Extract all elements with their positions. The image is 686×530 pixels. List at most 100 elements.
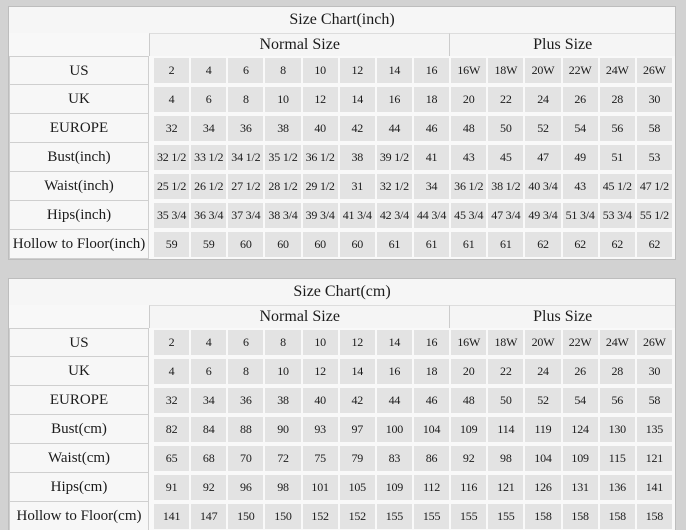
size-value-cell: 30 bbox=[636, 359, 672, 384]
row-label: Hollow to Floor(cm) bbox=[9, 502, 149, 530]
size-value-cell: 79 bbox=[339, 446, 375, 471]
size-value-cell: 112 bbox=[413, 475, 450, 500]
size-value-cell: 10 bbox=[302, 58, 338, 83]
size-value-cell: 135 bbox=[636, 417, 672, 442]
size-value-cell: 4 bbox=[191, 330, 227, 355]
size-value-cell: 42 bbox=[339, 388, 375, 413]
size-value-cell: 62 bbox=[599, 232, 635, 257]
size-value-cell: 59 bbox=[154, 232, 190, 257]
size-value-cell: 93 bbox=[302, 417, 338, 442]
size-value-cell: 136 bbox=[599, 475, 635, 500]
size-value-cell: 18W bbox=[488, 58, 524, 83]
size-value-cell: 45 3/4 bbox=[451, 203, 487, 228]
size-value-cell: 44 3/4 bbox=[413, 203, 450, 228]
size-value-cell: 36 bbox=[228, 116, 264, 141]
size-value-cell: 34 bbox=[191, 116, 227, 141]
size-value-cell: 22W bbox=[562, 330, 598, 355]
size-value-cell: 98 bbox=[488, 446, 524, 471]
size-value-cell: 84 bbox=[191, 417, 227, 442]
size-value-cell: 35 1/2 bbox=[265, 145, 301, 170]
size-value-cell: 8 bbox=[265, 330, 301, 355]
size-value-cell: 33 1/2 bbox=[191, 145, 227, 170]
size-value-cell: 119 bbox=[525, 417, 561, 442]
size-value-cell: 27 1/2 bbox=[228, 174, 264, 199]
size-value-cell: 104 bbox=[413, 417, 450, 442]
size-value-cell: 6 bbox=[228, 330, 264, 355]
row-label: EUROPE bbox=[9, 386, 149, 415]
size-value-cell: 121 bbox=[636, 446, 672, 471]
size-value-cell: 14 bbox=[376, 330, 412, 355]
row-label: Bust(cm) bbox=[9, 415, 149, 444]
size-value-cell: 32 1/2 bbox=[376, 174, 412, 199]
row-label: UK bbox=[9, 85, 149, 114]
table-row-hips: Hips(inch) 35 3/4 36 3/4 37 3/4 38 3/4 39 3/… bbox=[9, 201, 675, 230]
row-values: 32 34 36 38 40 42 44 46 48 50 52 54 56 58 bbox=[149, 386, 675, 415]
size-value-cell: 18W bbox=[488, 330, 524, 355]
size-value-cell: 42 3/4 bbox=[376, 203, 412, 228]
size-value-cell: 12 bbox=[302, 359, 338, 384]
size-value-cell: 36 bbox=[228, 388, 264, 413]
size-value-cell: 58 bbox=[636, 116, 672, 141]
size-value-cell: 60 bbox=[228, 232, 264, 257]
row-values: 25 1/2 26 1/2 27 1/2 28 1/2 29 1/2 31 32 1/2 34… bbox=[149, 172, 675, 201]
size-value-cell: 68 bbox=[191, 446, 227, 471]
size-value-cell: 24 bbox=[525, 359, 561, 384]
size-value-cell: 105 bbox=[339, 475, 375, 500]
size-value-cell: 141 bbox=[154, 504, 190, 529]
size-value-cell: 2 bbox=[154, 330, 190, 355]
size-value-cell: 16W bbox=[451, 58, 487, 83]
size-value-cell: 18 bbox=[413, 87, 450, 112]
size-value-cell: 150 bbox=[228, 504, 264, 529]
group-header-row: Normal Size Plus Size bbox=[9, 33, 675, 56]
size-value-cell: 4 bbox=[154, 359, 190, 384]
size-value-cell: 6 bbox=[191, 359, 227, 384]
row-label: Bust(inch) bbox=[9, 143, 149, 172]
size-value-cell: 10 bbox=[265, 87, 301, 112]
size-value-cell: 61 bbox=[413, 232, 450, 257]
table-row-europe: EUROPE 32 34 36 38 40 42 44 46 48 50 52 54 56 58 bbox=[9, 386, 675, 415]
row-label: Hollow to Floor(inch) bbox=[9, 230, 149, 259]
size-value-cell: 101 bbox=[302, 475, 338, 500]
size-value-cell: 96 bbox=[228, 475, 264, 500]
size-value-cell: 20 bbox=[451, 87, 487, 112]
size-value-cell: 56 bbox=[599, 116, 635, 141]
size-value-cell: 48 bbox=[451, 388, 487, 413]
size-value-cell: 83 bbox=[376, 446, 412, 471]
size-value-cell: 49 3/4 bbox=[525, 203, 561, 228]
size-value-cell: 34 bbox=[191, 388, 227, 413]
size-value-cell: 51 bbox=[599, 145, 635, 170]
size-value-cell: 42 bbox=[339, 116, 375, 141]
size-value-cell: 24W bbox=[599, 330, 635, 355]
table-row-hollow-to-floor: Hollow to Floor(inch) 59 59 60 60 60 60 61 61 61… bbox=[9, 230, 675, 259]
size-value-cell: 28 bbox=[599, 87, 635, 112]
row-label: US bbox=[9, 328, 149, 357]
row-values: 4 6 8 10 12 14 16 18 20 22 24 26 28 30 bbox=[149, 85, 675, 114]
row-values: 4 6 8 10 12 14 16 18 20 22 24 26 28 30 bbox=[149, 357, 675, 386]
size-value-cell: 20 bbox=[451, 359, 487, 384]
size-value-cell: 16 bbox=[413, 58, 450, 83]
size-value-cell: 38 bbox=[265, 388, 301, 413]
size-value-cell: 109 bbox=[562, 446, 598, 471]
size-value-cell: 10 bbox=[265, 359, 301, 384]
size-value-cell: 70 bbox=[228, 446, 264, 471]
size-value-cell: 12 bbox=[302, 87, 338, 112]
table-row-uk: UK 4 6 8 10 12 14 16 18 20 22 24 26 28 30 bbox=[9, 357, 675, 386]
size-value-cell: 115 bbox=[599, 446, 635, 471]
size-value-cell: 49 bbox=[562, 145, 598, 170]
group-header-plus-size: Plus Size bbox=[449, 305, 675, 328]
size-value-cell: 4 bbox=[191, 58, 227, 83]
row-values: 35 3/4 36 3/4 37 3/4 38 3/4 39 3/4 41 3/4 42 3… bbox=[149, 201, 675, 230]
size-value-cell: 121 bbox=[488, 475, 524, 500]
row-values: 2 4 6 8 10 12 14 16 16W 18W 20W 22W 24W 26W bbox=[149, 56, 675, 85]
size-value-cell: 24 bbox=[525, 87, 561, 112]
size-value-cell: 52 bbox=[525, 388, 561, 413]
size-value-cell: 62 bbox=[562, 232, 598, 257]
size-value-cell: 8 bbox=[265, 58, 301, 83]
size-value-cell: 62 bbox=[636, 232, 672, 257]
size-value-cell: 38 bbox=[265, 116, 301, 141]
size-value-cell: 155 bbox=[413, 504, 450, 529]
size-value-cell: 41 bbox=[413, 145, 450, 170]
row-label: Waist(cm) bbox=[9, 444, 149, 473]
size-value-cell: 46 bbox=[413, 116, 450, 141]
group-header-spacer bbox=[9, 33, 149, 56]
